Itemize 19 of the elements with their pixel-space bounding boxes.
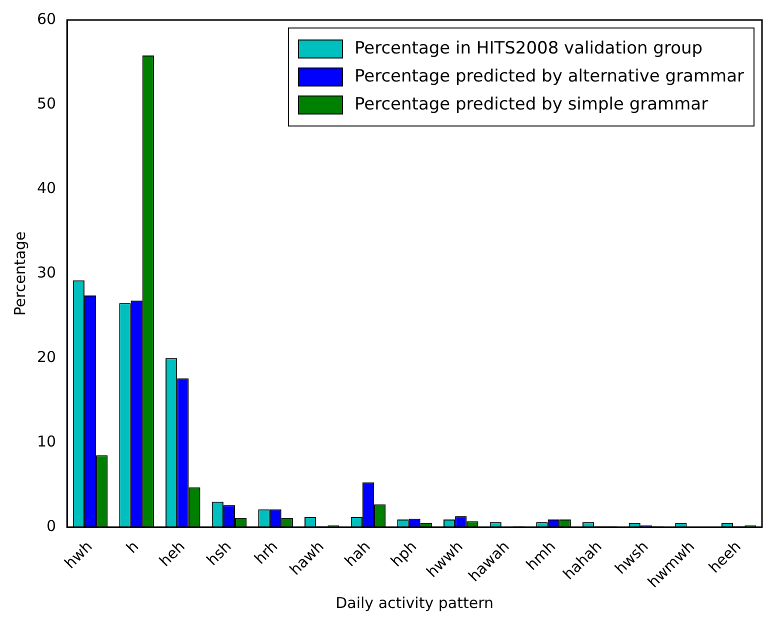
x-tick-label: hah xyxy=(341,537,374,570)
x-tick-label: h xyxy=(122,537,142,557)
y-tick-label: 20 xyxy=(36,348,56,366)
y-tick-label: 40 xyxy=(36,178,56,197)
x-tick-label: hwh xyxy=(60,537,96,572)
y-tick-label: 10 xyxy=(36,432,56,451)
legend-label: Percentage in HITS2008 validation group xyxy=(354,38,703,58)
y-axis-title: Percentage xyxy=(10,231,29,316)
x-tick-label: hsh xyxy=(203,537,235,570)
y-tick-label: 60 xyxy=(36,10,56,28)
x-tick-label: hph xyxy=(387,537,420,570)
x-axis-title: Daily activity pattern xyxy=(336,594,494,612)
x-tick-label: hrh xyxy=(250,537,282,568)
legend-label: Percentage predicted by simple grammar xyxy=(354,94,708,114)
x-tick-label: heh xyxy=(156,537,188,570)
legend-label: Percentage predicted by alternative grammar xyxy=(354,66,744,86)
y-tick-label: 50 xyxy=(36,94,56,112)
y-tick-label: 0 xyxy=(46,517,56,536)
y-tick-label: 30 xyxy=(36,263,56,282)
